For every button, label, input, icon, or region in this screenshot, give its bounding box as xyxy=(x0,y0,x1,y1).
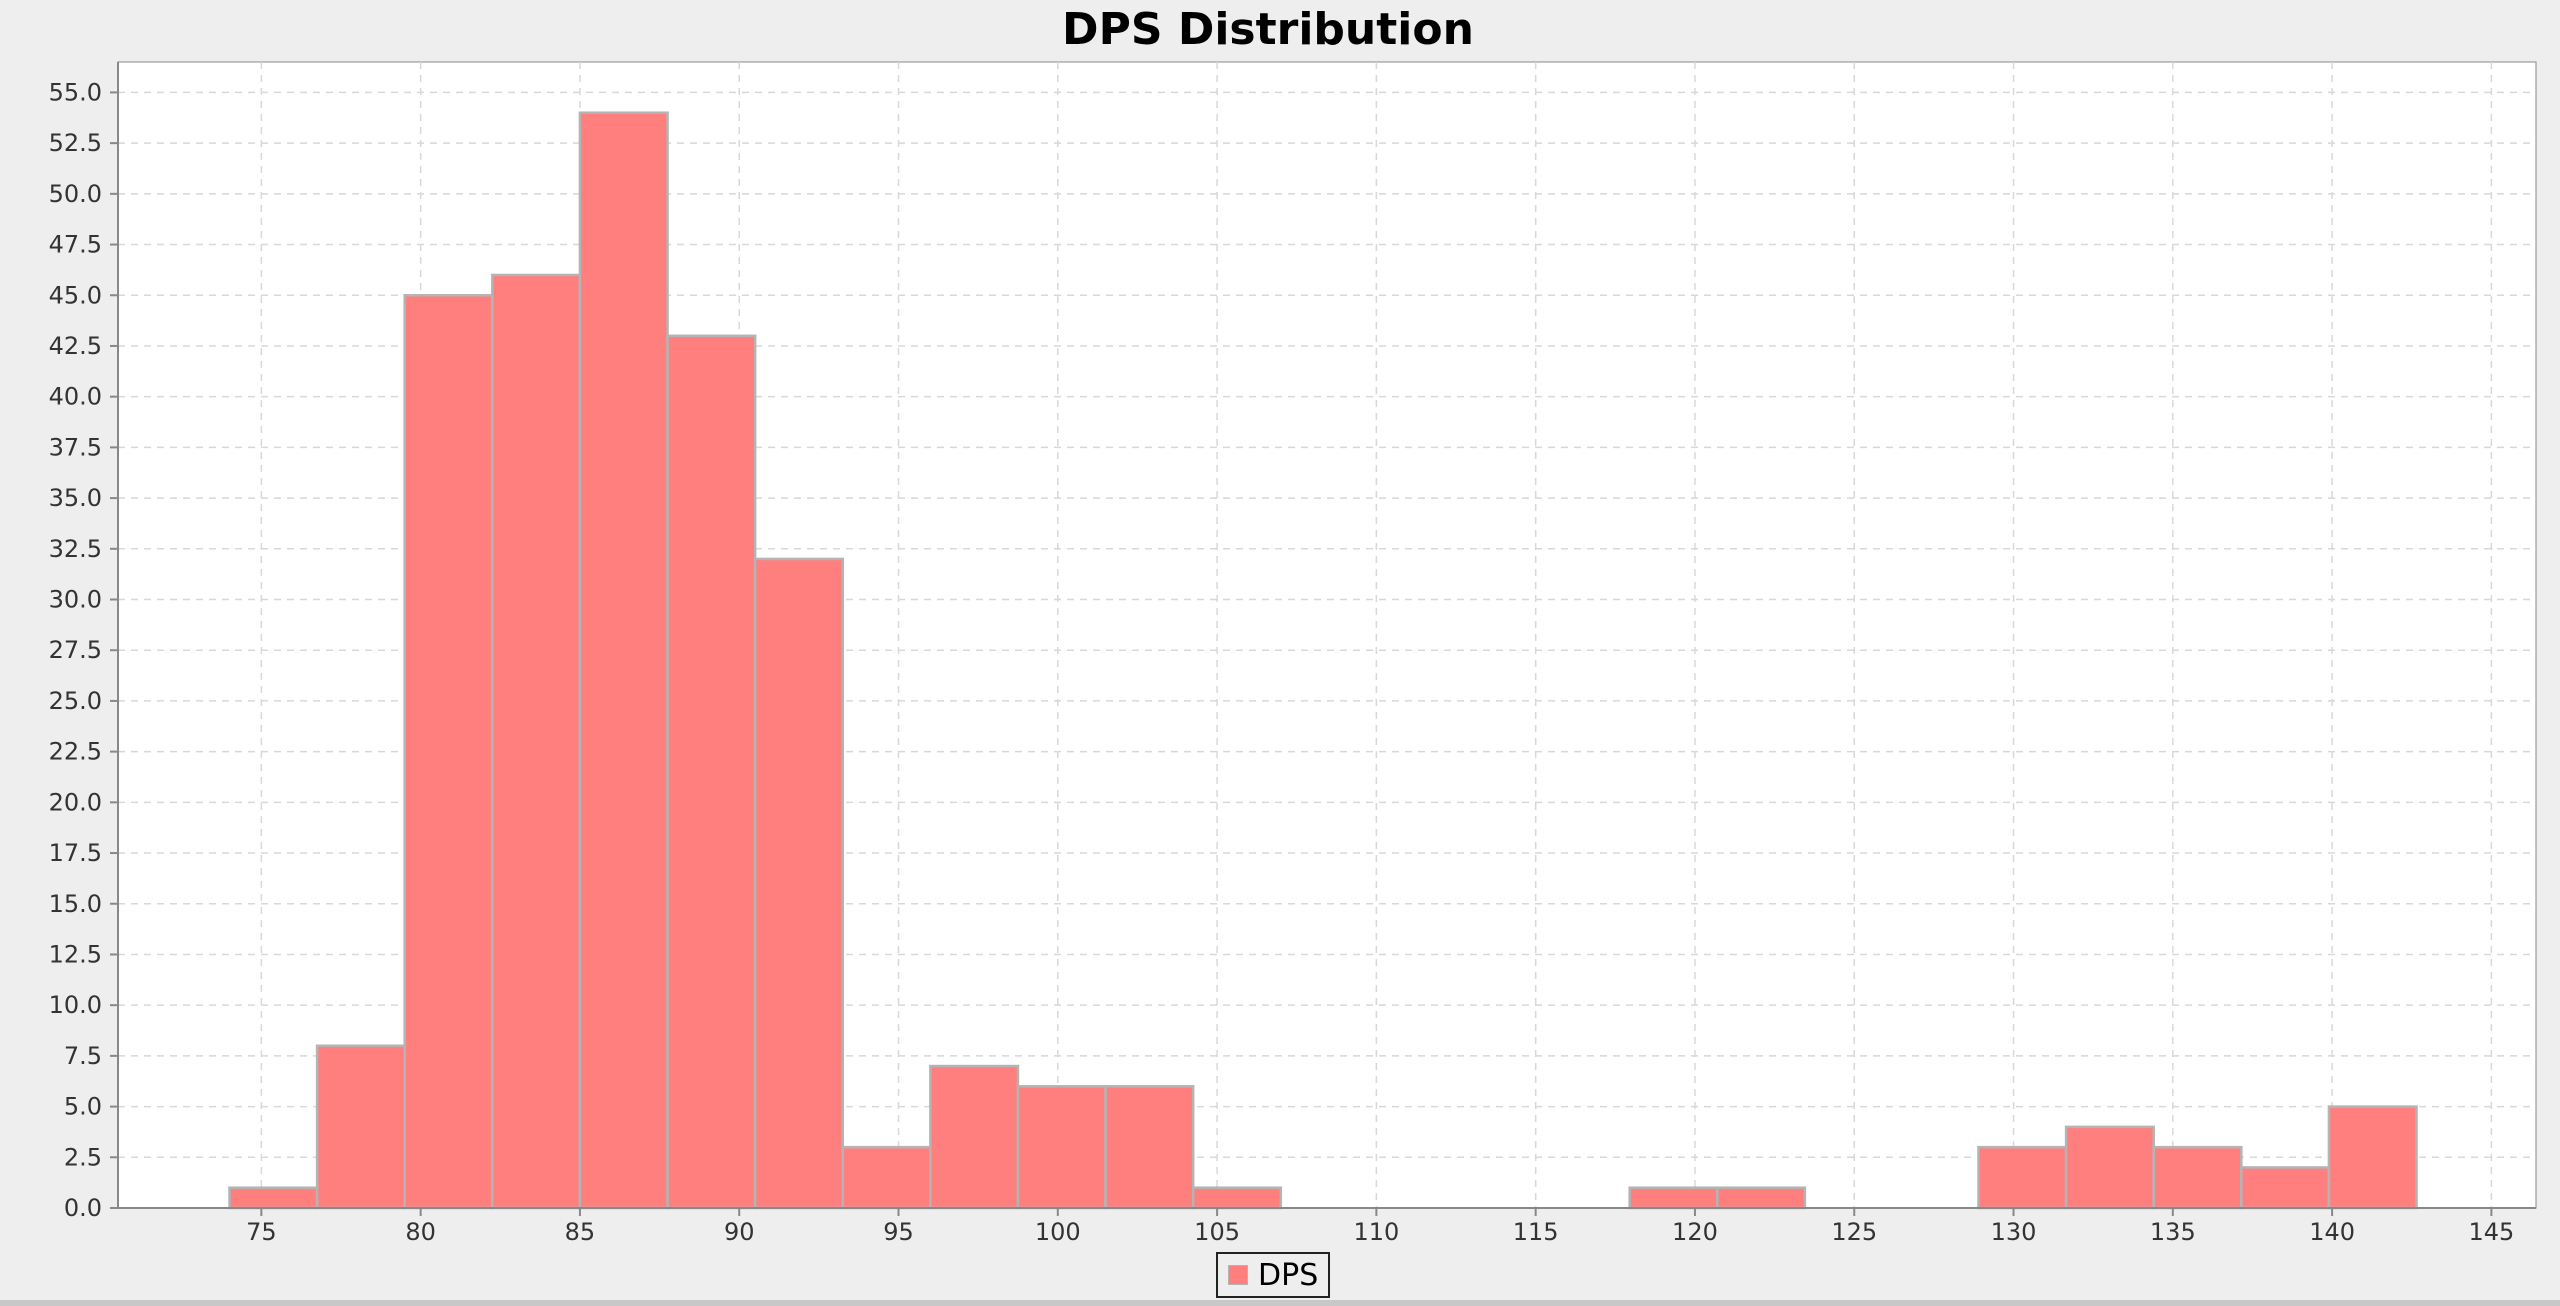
histogram-bar xyxy=(578,111,669,1210)
histogram-bar xyxy=(403,294,494,1210)
y-tick-label: 42.5 xyxy=(49,332,102,360)
histogram-bar xyxy=(315,1044,406,1210)
y-tick-label: 35.0 xyxy=(49,484,102,512)
histogram-bar xyxy=(1104,1085,1195,1210)
chart-title: DPS Distribution xyxy=(1062,4,1474,55)
x-tick-label: 95 xyxy=(883,1218,914,1246)
y-tick-label: 50.0 xyxy=(49,180,102,208)
histogram-bar xyxy=(1628,1186,1719,1210)
histogram-bar xyxy=(1191,1186,1283,1210)
y-tick-label: 55.0 xyxy=(49,78,102,106)
y-tick-label: 7.5 xyxy=(64,1042,102,1070)
y-tick-labels: 0.0 2.5 5.0 7.5 10.0 12.5 15.0 17.5 20.0 22.5 25.0… xyxy=(49,78,118,1222)
x-tick-label: 100 xyxy=(1035,1218,1081,1246)
histogram-bar xyxy=(929,1064,1020,1210)
histogram-bar xyxy=(666,334,757,1210)
histogram-bar xyxy=(2064,1125,2155,1210)
y-tick-label: 25.0 xyxy=(49,687,102,715)
legend-swatch xyxy=(1228,1265,1248,1285)
histogram-bar xyxy=(491,273,582,1210)
y-tick-label: 2.5 xyxy=(64,1143,102,1171)
legend: DPS xyxy=(1216,1252,1331,1298)
histogram-bar xyxy=(2152,1145,2243,1210)
y-tick-label: 45.0 xyxy=(49,281,102,309)
y-tick-label: 52.5 xyxy=(49,129,102,157)
x-tick-label: 145 xyxy=(2468,1218,2514,1246)
histogram-bar xyxy=(228,1186,319,1210)
y-tick-label: 40.0 xyxy=(49,383,102,411)
x-tick-label: 135 xyxy=(2150,1218,2196,1246)
histogram-bar xyxy=(2240,1166,2331,1210)
x-tick-label: 80 xyxy=(405,1218,436,1246)
x-tick-label: 105 xyxy=(1194,1218,1240,1246)
y-tick-label: 0.0 xyxy=(64,1194,102,1222)
y-tick-label: 37.5 xyxy=(49,433,102,461)
x-tick-label: 90 xyxy=(724,1218,755,1246)
y-tick-label: 20.0 xyxy=(49,788,102,816)
x-tick-label: 130 xyxy=(1991,1218,2037,1246)
y-tick-label: 30.0 xyxy=(49,586,102,614)
bars xyxy=(228,111,2418,1210)
histogram-bar xyxy=(2327,1105,2418,1210)
x-tick-label: 110 xyxy=(1353,1218,1399,1246)
y-tick-label: 47.5 xyxy=(49,231,102,259)
y-tick-label: 15.0 xyxy=(49,890,102,918)
x-tick-label: 115 xyxy=(1513,1218,1559,1246)
x-tick-label: 140 xyxy=(2309,1218,2355,1246)
y-tick-label: 12.5 xyxy=(49,940,102,968)
histogram-bar xyxy=(1016,1085,1107,1210)
y-tick-label: 22.5 xyxy=(49,738,102,766)
x-tick-labels: 75 80 85 90 95 100 105 110 115 120 125 130 135 140 145 xyxy=(246,1208,2514,1246)
x-tick-label: 85 xyxy=(565,1218,596,1246)
window-bottom-edge xyxy=(0,1300,2560,1306)
axes xyxy=(117,62,2536,1209)
histogram-bar xyxy=(841,1145,932,1210)
histogram-bar xyxy=(753,557,845,1210)
y-tick-label: 32.5 xyxy=(49,535,102,563)
x-tick-label: 125 xyxy=(1831,1218,1877,1246)
legend-label: DPS xyxy=(1258,1257,1319,1293)
y-tick-label: 17.5 xyxy=(49,839,102,867)
y-tick-label: 5.0 xyxy=(64,1093,102,1121)
y-tick-label: 27.5 xyxy=(49,636,102,664)
histogram-bar xyxy=(1716,1186,1807,1210)
histogram-bar xyxy=(1977,1145,2068,1210)
y-tick-label: 10.0 xyxy=(49,991,102,1019)
x-tick-label: 75 xyxy=(246,1218,277,1246)
x-tick-label: 120 xyxy=(1672,1218,1718,1246)
